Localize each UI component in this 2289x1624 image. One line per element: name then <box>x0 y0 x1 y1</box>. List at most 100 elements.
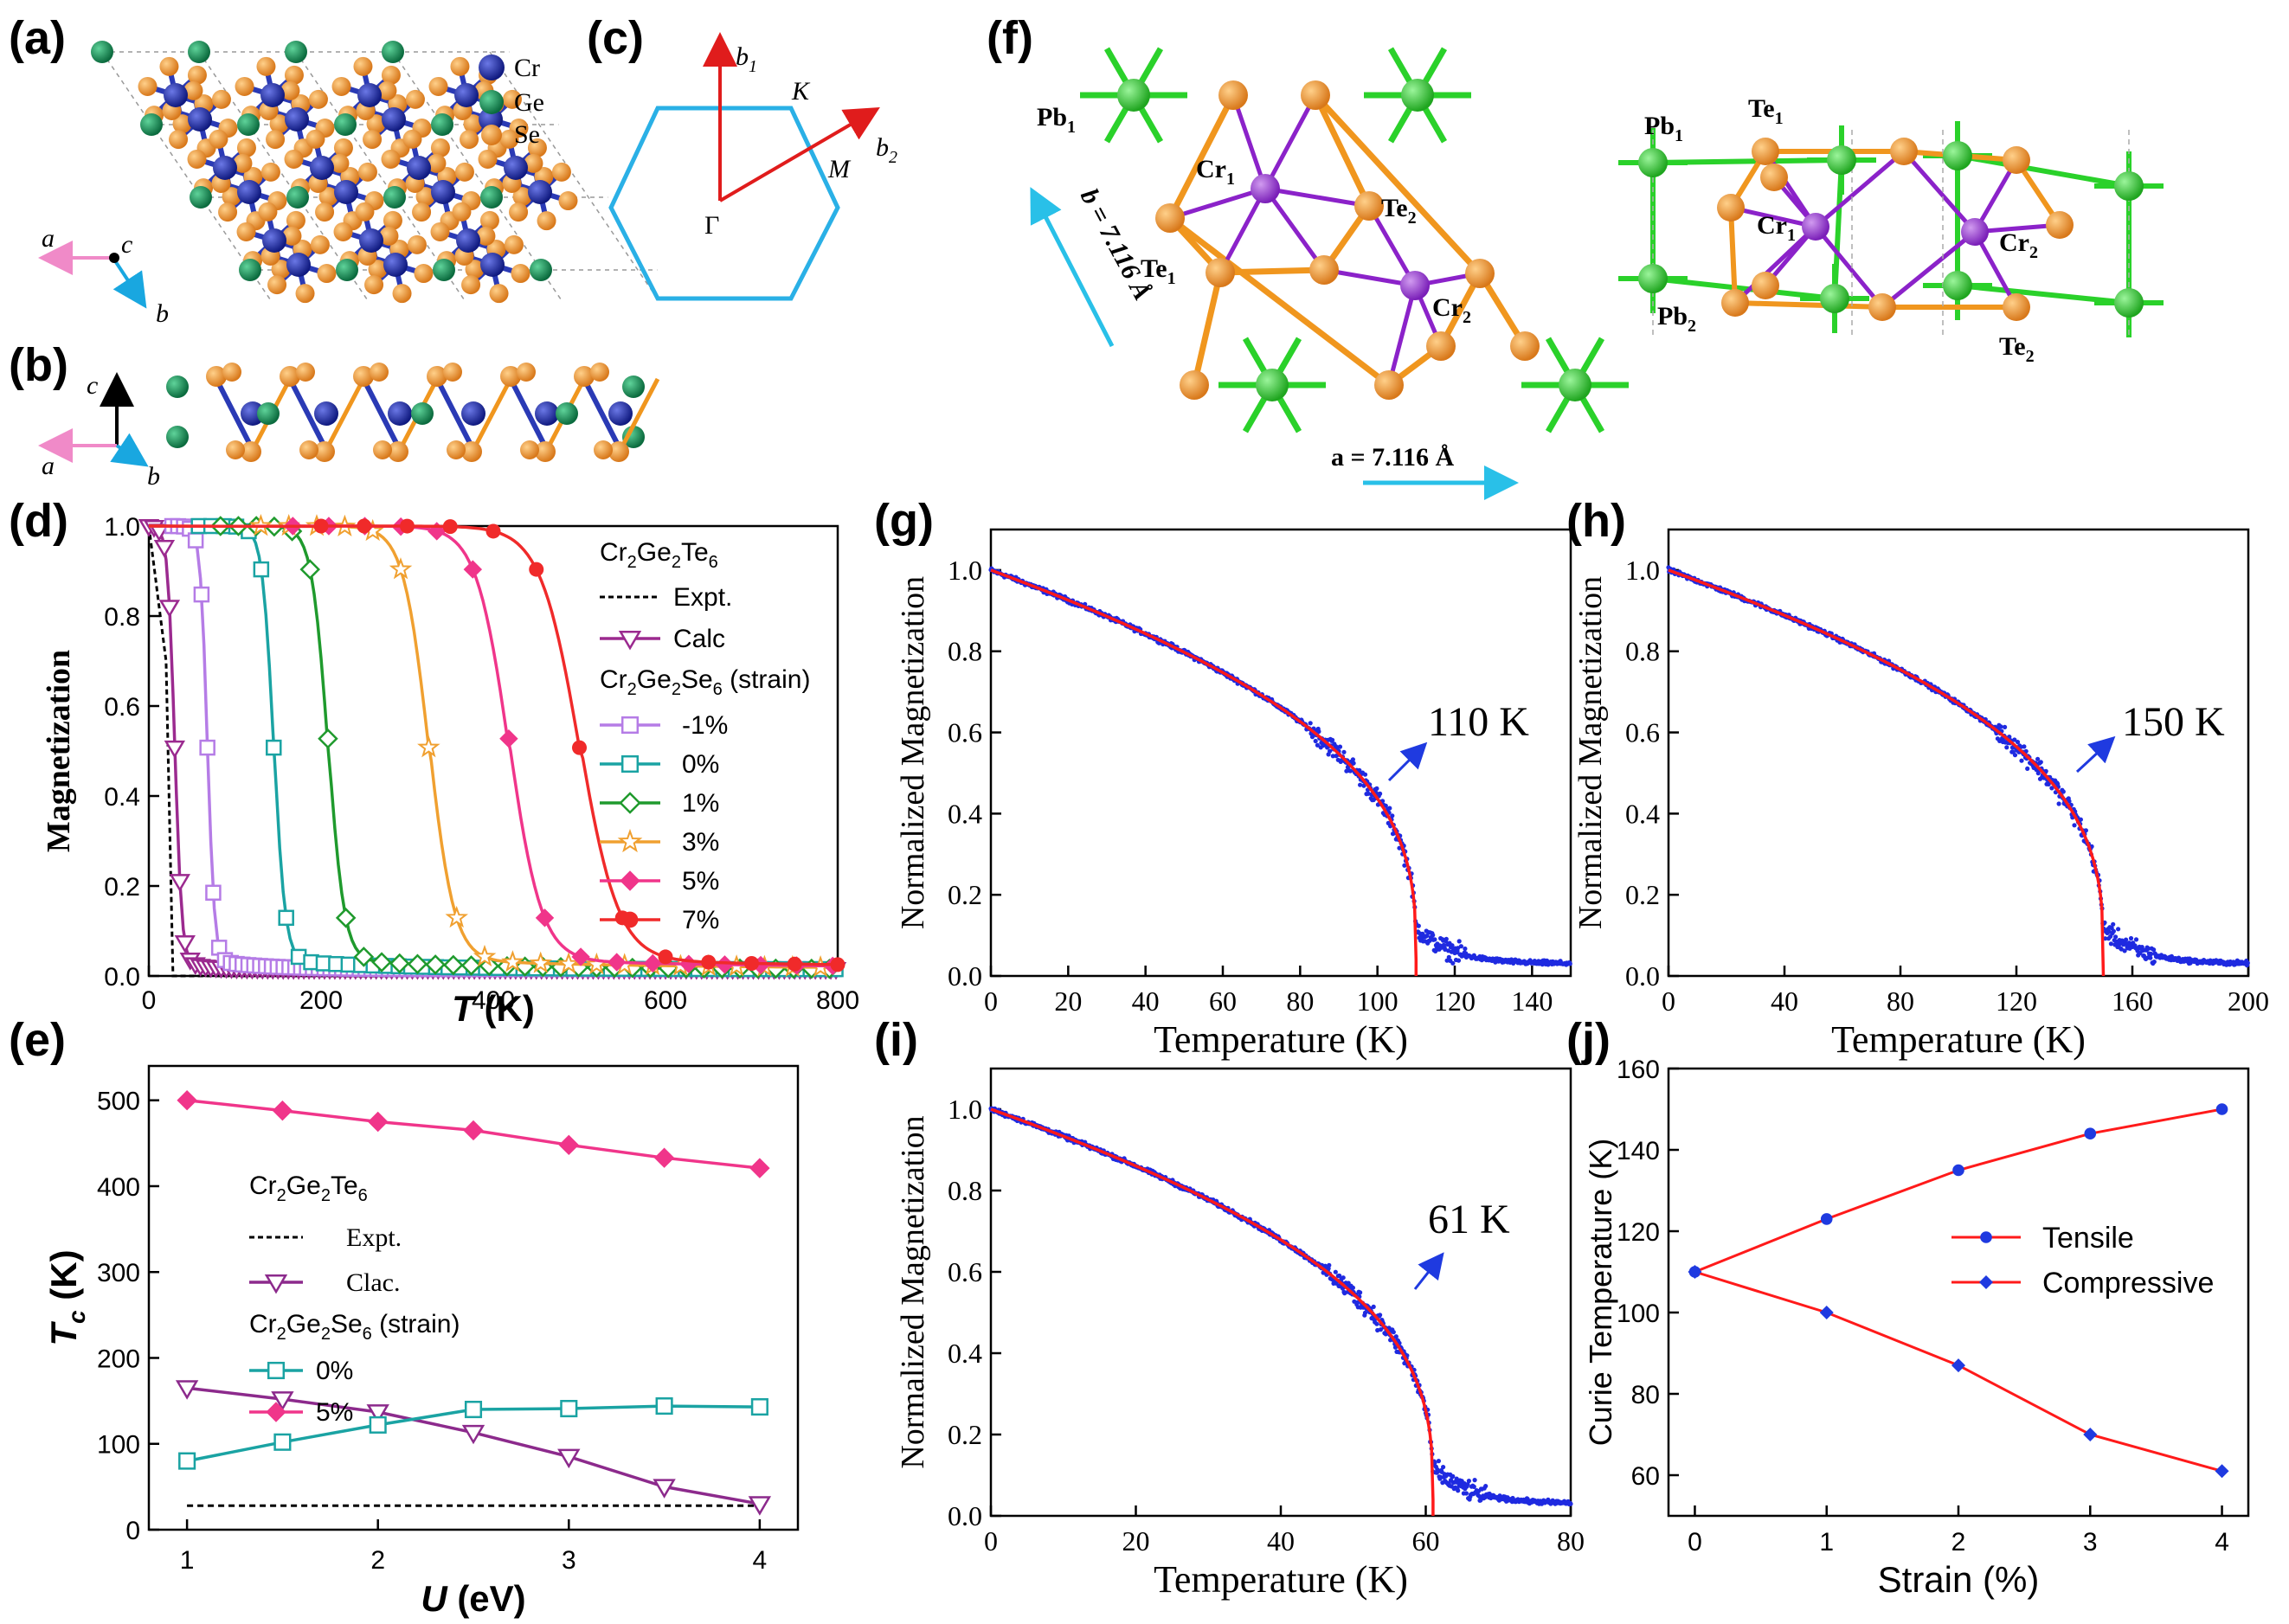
data-point <box>1446 954 1451 960</box>
lattice-b-arrow <box>1030 187 1115 348</box>
pb-bond <box>1957 283 2130 305</box>
y-axis-label: Normalized Magnetization <box>895 1115 931 1468</box>
se-atom <box>310 234 330 254</box>
legend-label: 0% <box>316 1357 353 1385</box>
ge-atom <box>480 186 503 209</box>
data-point <box>1351 761 1356 766</box>
se-atom <box>608 441 629 462</box>
cell-line <box>392 51 562 300</box>
data-point <box>1333 1269 1338 1274</box>
legend-title-se: Cr2Ge2Se6 (strain) <box>249 1310 460 1344</box>
data-point <box>2113 934 2119 940</box>
ge-atom <box>556 402 578 425</box>
x-axis-label: Temperature (K) <box>1831 1018 2086 1061</box>
ge-atom <box>286 186 309 209</box>
se-atom <box>430 138 450 157</box>
data-point <box>1327 1262 1332 1268</box>
data-point <box>1393 1334 1398 1339</box>
te-atom <box>1752 272 1779 299</box>
cr-atom <box>286 253 311 277</box>
data-point <box>1383 803 1388 808</box>
cell-line <box>295 51 465 300</box>
legend-label: Compressive <box>2042 1267 2214 1300</box>
k-point-label: K <box>791 77 811 106</box>
data-point <box>369 1415 387 1434</box>
data-point <box>557 1448 581 1469</box>
se-atom <box>504 234 524 254</box>
se-atom <box>314 441 335 462</box>
bond <box>287 377 329 452</box>
data-point <box>1337 1273 1342 1279</box>
data-point <box>1347 768 1353 773</box>
y-tick-label: 140 <box>1617 1137 1660 1165</box>
data-point <box>1478 1498 1483 1503</box>
data-point <box>607 953 627 972</box>
data-point <box>1330 737 1335 742</box>
se-atom <box>520 440 539 459</box>
panel-label-g: (g) <box>874 495 934 547</box>
se-atom <box>443 363 462 382</box>
cr-atom <box>407 156 431 180</box>
bond <box>214 377 255 452</box>
panel-label-j: (j) <box>1566 1014 1611 1066</box>
x-tick-label: 40 <box>1771 985 1798 1017</box>
data-point <box>1472 1478 1477 1483</box>
chart-d-magnetization-vs-temperature: 0 200 400 600 800 0.0 0.2 0.4 0.6 0.8 1.0 Magnetiza… <box>41 513 859 1029</box>
lattice-a-label: a = 7.116 Å <box>1331 443 1454 472</box>
tc-annotation: 110 K <box>1428 699 1529 745</box>
panel-label-d: (d) <box>9 495 68 547</box>
pb-atom <box>1638 264 1668 293</box>
data-point <box>2072 823 2077 828</box>
crystal-structure-side-view <box>166 363 660 462</box>
se-atom <box>427 153 447 173</box>
ge-atom <box>257 402 280 425</box>
se-atom <box>331 76 351 96</box>
se-atom <box>183 80 203 100</box>
data-point <box>1465 1482 1470 1487</box>
cr-atom <box>504 156 528 180</box>
cr-atom <box>334 180 358 204</box>
data-point <box>1568 1501 1573 1506</box>
data-point <box>1443 936 1449 941</box>
x-tick-label: 60 <box>1209 985 1237 1017</box>
data-point <box>643 953 662 973</box>
data-point <box>2038 760 2043 765</box>
y-tick-label: 0.0 <box>948 1500 982 1531</box>
m-point-label: M <box>827 155 852 183</box>
data-point <box>1436 1459 1441 1464</box>
se-atom <box>236 221 256 241</box>
te-atom <box>1180 370 1209 400</box>
y-tick-label: 300 <box>97 1259 140 1287</box>
cr-te-bond <box>1218 187 1268 274</box>
data-point <box>1362 1310 1368 1315</box>
bond <box>582 377 623 452</box>
y-tick-label: 100 <box>97 1431 140 1460</box>
te-atom <box>1721 289 1749 317</box>
cr-atom <box>1251 174 1280 203</box>
data-point <box>2122 948 2127 953</box>
series-7 <box>149 518 846 972</box>
x-tick-label: 40 <box>1132 985 1160 1017</box>
y-tick-label: 120 <box>1617 1218 1660 1247</box>
panel-label-i: (i) <box>874 1014 918 1066</box>
cr-te-bond <box>1814 225 1884 309</box>
legend-marker <box>619 792 641 814</box>
cr-atom <box>188 107 212 132</box>
legend-label: -1% <box>682 711 728 740</box>
cr-atom <box>260 83 285 107</box>
y-tick-label: 0.6 <box>1625 717 1660 748</box>
axis-c-label-b: c <box>87 371 98 400</box>
data-point <box>744 955 759 971</box>
data-point <box>1374 786 1379 792</box>
pb-atom <box>2114 171 2144 201</box>
data-point <box>787 956 802 972</box>
cr-atom <box>456 228 480 253</box>
y-tick-label: 1.0 <box>948 1094 982 1125</box>
data-point <box>2148 955 2153 960</box>
data-point <box>460 955 482 976</box>
se-atom <box>407 234 427 254</box>
data-point <box>1819 1306 1834 1319</box>
expt-line <box>147 525 838 978</box>
se-atom <box>317 264 337 284</box>
